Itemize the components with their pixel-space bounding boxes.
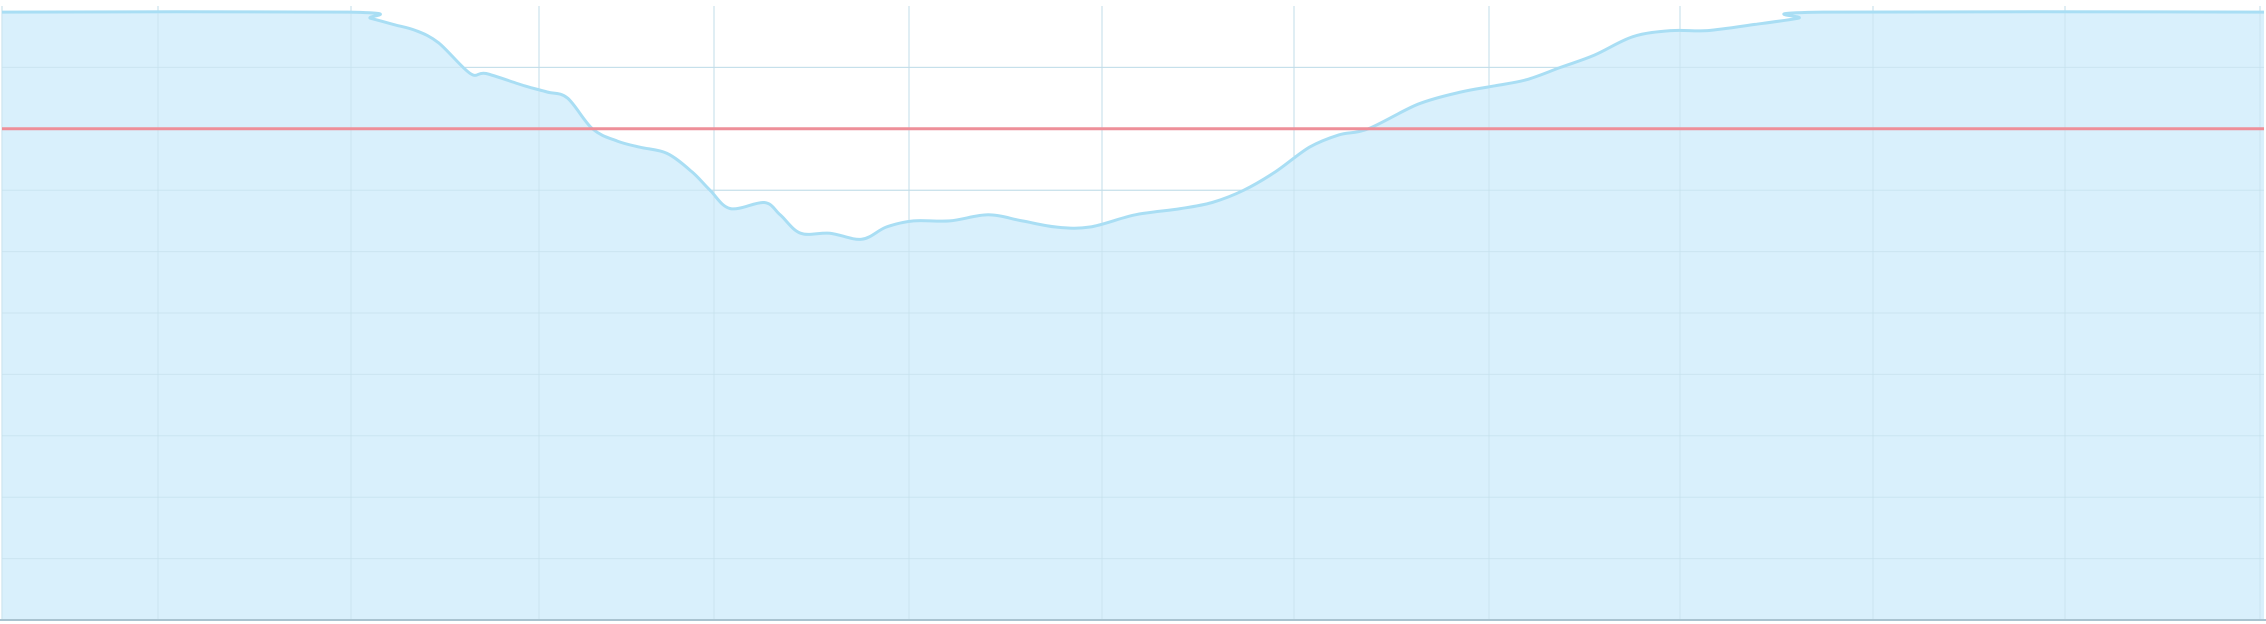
area-fill: [2, 11, 2264, 620]
horizontal-gridlines-overlay: [2, 66, 2264, 560]
series-line: [1, 10, 2265, 241]
